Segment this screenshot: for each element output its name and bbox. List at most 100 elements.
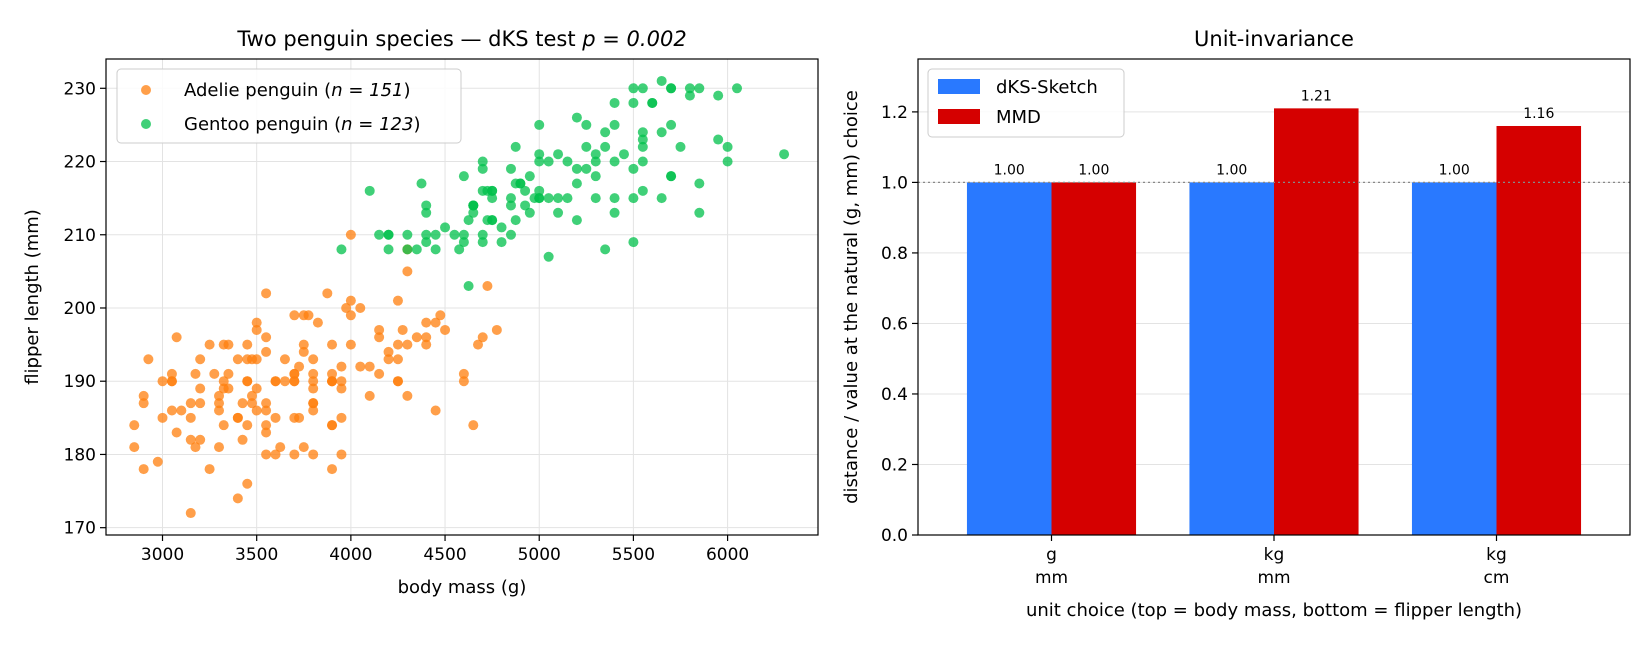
- adelie-point: [246, 398, 257, 409]
- gentoo-point: [571, 163, 582, 174]
- gentoo-point: [609, 156, 620, 167]
- adelie-point: [308, 449, 319, 460]
- gentoo-point: [562, 156, 573, 167]
- bar-x-tick-label-top: kg: [1264, 545, 1285, 565]
- adelie-point: [242, 376, 253, 387]
- dks-bar: [1411, 182, 1497, 535]
- adelie-point: [303, 310, 314, 321]
- gentoo-point: [543, 193, 554, 204]
- gentoo-point: [505, 229, 516, 240]
- adelie-point: [308, 398, 319, 409]
- adelie-point: [289, 376, 300, 387]
- dks-bar-label: 1.00: [1439, 162, 1470, 178]
- bar-x-tick-label-top: kg: [1486, 545, 1507, 565]
- gentoo-point: [675, 141, 686, 152]
- adelie-point: [327, 420, 338, 431]
- bar-value-labels: 1.00 1.00 1.00 1.21 1.00 1.16: [994, 88, 1555, 178]
- gentoo-point: [496, 237, 507, 248]
- adelie-point: [185, 398, 196, 409]
- adelie-point: [171, 332, 182, 343]
- scatter-legend: Adelie penguin (n = 151) Gentoo penguin …: [116, 68, 462, 144]
- gentoo-point: [571, 112, 582, 123]
- gentoo-point: [590, 193, 601, 204]
- scatter-y-tick-label: 210: [64, 226, 96, 246]
- gentoo-point: [637, 127, 648, 138]
- legend-label-dks: dKS-Sketch: [996, 77, 1098, 98]
- gentoo-point: [543, 156, 554, 167]
- adelie-point: [327, 376, 338, 387]
- adelie-point: [308, 368, 319, 379]
- adelie-point: [251, 354, 262, 365]
- adelie-point: [482, 281, 493, 292]
- adelie-point: [232, 493, 243, 504]
- gentoo-point: [402, 229, 413, 240]
- scatter-title: Two penguin species — dKS test p = 0.002: [236, 27, 686, 51]
- bar-y-tick-label: 0.2: [881, 455, 908, 475]
- adelie-point: [214, 398, 225, 409]
- adelie-point: [327, 368, 338, 379]
- adelie-point: [421, 332, 432, 343]
- adelie-point: [237, 434, 248, 445]
- gentoo-point: [510, 141, 521, 152]
- scatter-x-tick-label: 3500: [235, 545, 278, 565]
- adelie-point: [374, 324, 385, 335]
- gentoo-point: [581, 141, 592, 152]
- mmd-bar: [1496, 125, 1582, 536]
- adelie-point: [251, 383, 262, 394]
- gentoo-point: [590, 171, 601, 182]
- adelie-point: [232, 412, 243, 423]
- dks-bar: [966, 182, 1052, 535]
- gentoo-point: [477, 163, 488, 174]
- dks-bar-label: 1.00: [1216, 162, 1247, 178]
- adelie-point: [251, 405, 262, 416]
- adelie-point: [279, 354, 290, 365]
- adelie-point: [166, 376, 177, 387]
- gentoo-point: [534, 119, 545, 130]
- gentoo-point: [468, 200, 479, 211]
- adelie-point: [383, 354, 394, 365]
- gentoo-point: [477, 156, 488, 167]
- adelie-point: [336, 412, 347, 423]
- gentoo-point: [609, 193, 620, 204]
- gentoo-point: [477, 229, 488, 240]
- gentoo-point: [440, 222, 451, 233]
- adelie-point: [270, 412, 281, 423]
- legend-marker-adelie: [141, 85, 151, 95]
- adelie-point: [374, 332, 385, 343]
- adelie-point: [261, 405, 272, 416]
- gentoo-point: [637, 185, 648, 196]
- gentoo-point: [374, 229, 385, 240]
- gentoo-point: [477, 237, 488, 248]
- adelie-point: [458, 376, 469, 387]
- legend-label-gentoo: Gentoo penguin (n = 123): [184, 114, 420, 135]
- adelie-point: [185, 412, 196, 423]
- scatter-plot: 3000 3500 4000 4500 5000 5500 6000 170 180 190 200…: [22, 27, 819, 598]
- adelie-point: [345, 339, 356, 350]
- adelie-point: [411, 332, 422, 343]
- gentoo-point: [562, 193, 573, 204]
- adelie-point: [392, 339, 403, 350]
- adelie-point: [421, 339, 432, 350]
- scatter-points: [129, 75, 790, 519]
- adelie-point: [176, 405, 187, 416]
- gentoo-point: [463, 281, 474, 292]
- scatter-ticks: 3000 3500 4000 4500 5000 5500 6000 170 180 190 200…: [64, 79, 750, 565]
- gentoo-point: [600, 127, 611, 138]
- adelie-point: [185, 434, 196, 445]
- bar-title: Unit-invariance: [1194, 27, 1354, 51]
- bar-x-tick-label-bottom: mm: [1035, 568, 1068, 588]
- gentoo-point: [590, 149, 601, 160]
- adelie-point: [440, 324, 451, 335]
- gentoo-point: [524, 171, 535, 182]
- gentoo-point: [421, 237, 432, 248]
- adelie-point: [392, 295, 403, 306]
- adelie-point: [345, 295, 356, 306]
- mmd-bar-label: 1.00: [1078, 162, 1109, 178]
- scatter-x-tick-label: 5000: [518, 545, 561, 565]
- scatter-x-tick-label: 6000: [706, 545, 749, 565]
- gentoo-point: [628, 193, 639, 204]
- adelie-point: [275, 442, 286, 453]
- gentoo-point: [543, 251, 554, 262]
- adelie-point: [336, 449, 347, 460]
- gentoo-point: [510, 178, 521, 189]
